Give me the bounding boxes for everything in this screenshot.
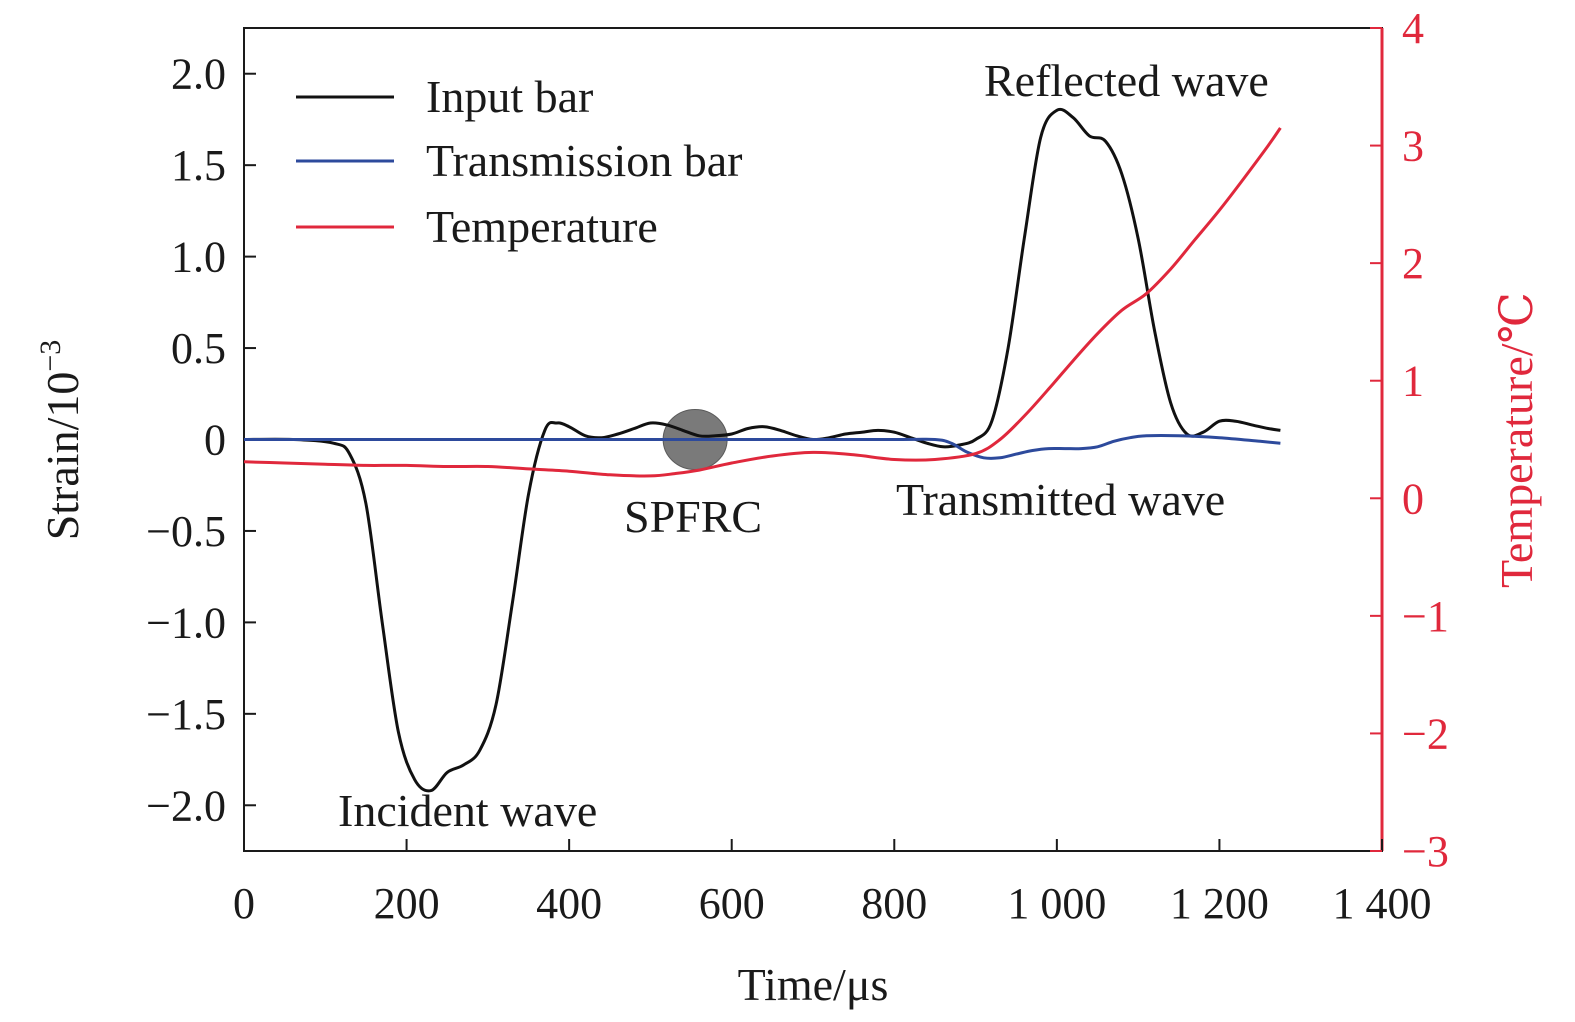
left-y-tick-label: −1.0 xyxy=(146,598,226,647)
left-y-tick-label: 2.0 xyxy=(171,50,226,99)
right-y-tick-label: −3 xyxy=(1402,827,1449,876)
right-y-tick-label: 3 xyxy=(1402,122,1424,171)
annotation-transmitted-wave: Transmitted wave xyxy=(896,474,1225,525)
series-line-input-bar xyxy=(243,107,1281,793)
x-tick-label: 1 200 xyxy=(1170,879,1269,928)
annotation-spfrc: SPFRC xyxy=(624,491,762,542)
left-axis-title-exponent: −3 xyxy=(34,340,67,372)
legend-label-transmission-bar: Transmission bar xyxy=(426,135,743,186)
left-y-tick-label: 1.0 xyxy=(171,233,226,282)
right-y-tick-label: 2 xyxy=(1402,239,1424,288)
x-axis-ticks: 0 200 400 600 800 1 000 1 200 1 400 xyxy=(233,839,1432,928)
right-y-tick-label: 4 xyxy=(1402,4,1424,53)
legend-label-input-bar: Input bar xyxy=(426,71,593,122)
x-tick-label: 400 xyxy=(536,879,602,928)
x-tick-label: 200 xyxy=(374,879,440,928)
legend-label-temperature: Temperature xyxy=(426,201,658,252)
left-y-tick-label: −0.5 xyxy=(146,507,226,556)
series-line-temperature xyxy=(243,127,1282,478)
annotation-incident-wave: Incident wave xyxy=(338,785,597,836)
x-tick-label: 0 xyxy=(233,879,255,928)
left-axis-ticks: 2.0 1.5 1.0 0.5 0 −0.5 −1.0 −1.5 −2.0 xyxy=(146,50,256,830)
x-tick-label: 600 xyxy=(699,879,765,928)
right-axis-title: Temperature/℃ xyxy=(1491,292,1542,588)
left-y-tick-label: 0.5 xyxy=(171,324,226,373)
left-y-tick-label: 1.5 xyxy=(171,141,226,190)
left-axis-title-main: Strain/10 xyxy=(37,372,88,541)
svg-text:Temperature/℃: Temperature/℃ xyxy=(1491,292,1542,588)
right-y-tick-label: −2 xyxy=(1402,709,1449,758)
right-y-tick-label: 1 xyxy=(1402,357,1424,406)
svg-text:Strain/10−3: Strain/10−3 xyxy=(34,340,88,541)
right-y-tick-label: 0 xyxy=(1402,474,1424,523)
x-tick-label: 1 000 xyxy=(1007,879,1106,928)
right-y-tick-label: −1 xyxy=(1402,592,1449,641)
series-line-transmission-bar xyxy=(244,434,1281,460)
left-y-tick-label: −1.5 xyxy=(146,690,226,739)
x-tick-label: 800 xyxy=(861,879,927,928)
x-tick-label: 1 400 xyxy=(1333,879,1432,928)
annotation-reflected-wave: Reflected wave xyxy=(984,55,1269,106)
series-layer xyxy=(243,107,1282,793)
left-y-tick-label: −2.0 xyxy=(146,781,226,830)
left-axis-title: Strain/10−3 xyxy=(34,340,88,541)
right-axis-ticks: 4 3 2 1 0 −1 −2 −3 xyxy=(1370,4,1449,876)
left-y-tick-label: 0 xyxy=(204,416,226,465)
x-axis-title: Time/μs xyxy=(738,959,889,1010)
legend: Input bar Transmission bar Temperature xyxy=(296,71,743,252)
